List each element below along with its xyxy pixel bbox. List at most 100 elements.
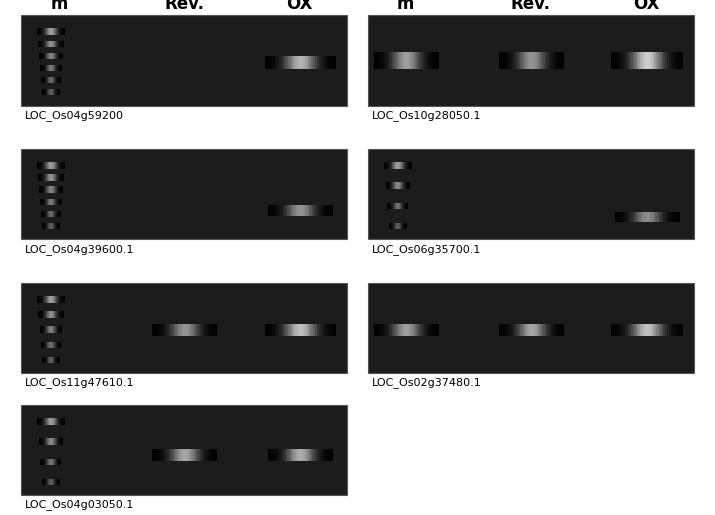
Bar (199, 449, 201, 461)
Bar (207, 324, 209, 336)
Bar (311, 56, 313, 68)
Bar (318, 205, 320, 216)
Bar (320, 56, 322, 68)
Bar (310, 205, 312, 216)
Bar (384, 324, 385, 336)
Bar (157, 449, 159, 461)
Bar (621, 53, 622, 68)
Bar (284, 205, 286, 216)
Bar (310, 449, 312, 461)
Bar (550, 53, 551, 68)
Bar (179, 449, 180, 461)
Bar (641, 212, 642, 222)
Bar (395, 53, 397, 68)
Bar (660, 53, 661, 68)
Bar (185, 324, 187, 336)
Bar (300, 56, 302, 68)
Bar (325, 205, 327, 216)
Bar (628, 212, 629, 222)
Bar (429, 53, 431, 68)
Bar (216, 449, 217, 461)
Bar (315, 205, 317, 216)
Bar (305, 449, 307, 461)
Bar (554, 324, 556, 336)
Bar (295, 56, 297, 68)
Bar (530, 53, 532, 68)
Text: LOC_Os10g28050.1: LOC_Os10g28050.1 (372, 110, 481, 121)
Bar (368, 283, 694, 373)
Bar (380, 324, 382, 336)
Bar (287, 205, 289, 216)
Bar (656, 212, 657, 222)
Bar (649, 324, 651, 336)
Bar (413, 53, 415, 68)
Bar (528, 324, 530, 336)
Bar (556, 53, 558, 68)
Bar (329, 324, 331, 336)
Bar (411, 324, 413, 336)
Bar (393, 53, 395, 68)
Bar (281, 56, 282, 68)
Bar (674, 53, 676, 68)
Bar (656, 53, 658, 68)
Bar (387, 324, 388, 336)
Bar (402, 324, 403, 336)
Bar (540, 53, 541, 68)
Bar (499, 53, 500, 68)
Bar (299, 205, 300, 216)
Bar (375, 324, 378, 336)
Bar (270, 449, 271, 461)
Bar (330, 449, 331, 461)
Bar (424, 53, 426, 68)
Bar (408, 53, 410, 68)
Bar (289, 205, 291, 216)
Bar (382, 53, 384, 68)
Bar (318, 449, 320, 461)
Bar (523, 324, 526, 336)
Bar (170, 449, 172, 461)
Bar (313, 205, 315, 216)
Bar (272, 205, 275, 216)
Bar (302, 324, 304, 336)
Text: m: m (50, 0, 67, 13)
Bar (561, 53, 563, 68)
Bar (621, 324, 622, 336)
Bar (428, 324, 429, 336)
Bar (206, 449, 207, 461)
Bar (676, 212, 678, 222)
Bar (306, 56, 307, 68)
Bar (297, 324, 299, 336)
Bar (640, 324, 642, 336)
Text: Rev.: Rev. (164, 0, 204, 13)
Bar (646, 212, 647, 222)
Bar (672, 324, 674, 336)
Bar (276, 449, 277, 461)
Bar (379, 53, 380, 68)
Bar (418, 324, 420, 336)
Bar (380, 53, 382, 68)
Bar (279, 56, 281, 68)
Bar (638, 53, 640, 68)
Bar (624, 212, 626, 222)
Bar (647, 212, 649, 222)
Bar (521, 324, 522, 336)
Bar (294, 449, 295, 461)
Bar (420, 324, 421, 336)
Bar (617, 53, 618, 68)
Bar (297, 205, 299, 216)
Bar (313, 324, 315, 336)
Bar (277, 324, 279, 336)
Bar (275, 56, 277, 68)
Bar (162, 324, 164, 336)
Bar (553, 324, 554, 336)
Bar (21, 15, 347, 106)
Bar (282, 449, 284, 461)
Bar (385, 324, 387, 336)
Bar (681, 324, 683, 336)
Bar (664, 212, 665, 222)
Bar (431, 53, 433, 68)
Bar (282, 56, 285, 68)
Bar (397, 53, 398, 68)
Bar (327, 324, 329, 336)
Bar (187, 324, 188, 336)
